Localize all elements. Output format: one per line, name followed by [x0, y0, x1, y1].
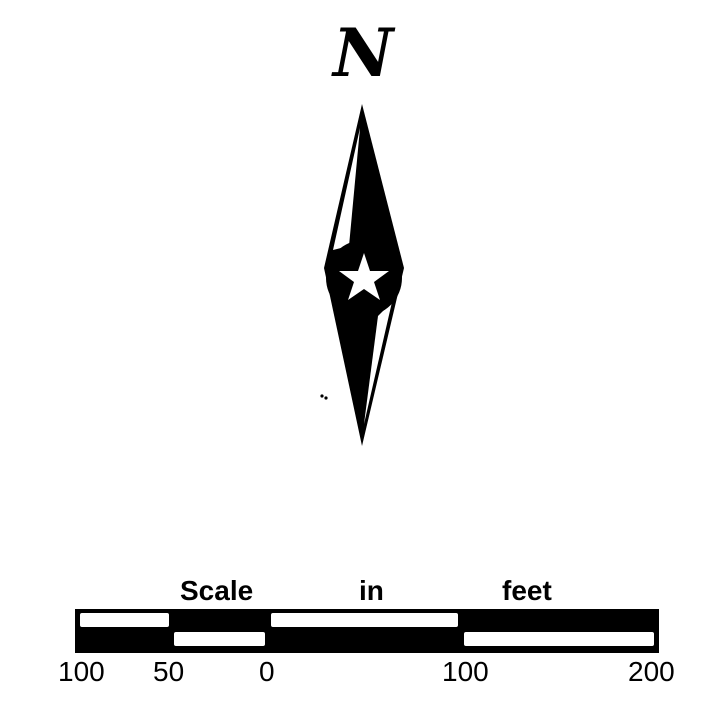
- speck: [324, 396, 328, 400]
- scale-bar-segment: [464, 632, 654, 646]
- scale-tick-label: 100: [442, 656, 489, 687]
- scale-tick-label: 50: [153, 656, 185, 687]
- speck: [320, 394, 324, 398]
- north-label: N: [333, 14, 394, 92]
- scale-title-word-feet: feet: [502, 575, 552, 606]
- scale-title-word-scale: Scale: [180, 575, 254, 606]
- scale-bar: [75, 609, 659, 653]
- compass-needle-highlight-lower: [364, 302, 392, 424]
- scale-title-word-in: in: [359, 575, 384, 606]
- scale-bar-segment: [174, 632, 265, 646]
- scale-tick-label: 200: [628, 656, 675, 687]
- scale-tick-label: 100: [58, 656, 105, 687]
- compass-needle-highlight-upper: [333, 128, 360, 250]
- scale-bar-segment: [271, 613, 458, 627]
- scale-bar-segment: [80, 613, 169, 627]
- star-icon: [339, 253, 389, 300]
- scale-tick-label: 0: [259, 656, 275, 687]
